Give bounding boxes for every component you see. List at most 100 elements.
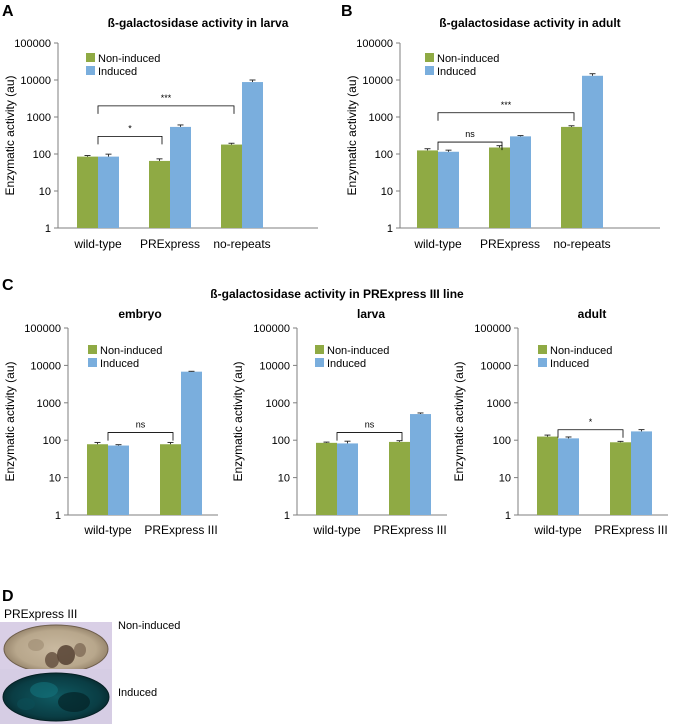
panel-d-title: PRExpress III — [4, 607, 77, 621]
category-label-b: wild-type — [413, 237, 462, 251]
y-tick-label-c3: 1000 — [487, 398, 511, 410]
category-label-a: no-repeats — [213, 237, 270, 251]
panel-label-c: C — [2, 277, 14, 294]
legend-swatch-induced — [88, 358, 97, 367]
legend-label-induced: Induced — [550, 358, 589, 370]
legend-swatch-induced — [86, 66, 95, 75]
legend-label-non-induced: Non-induced — [550, 345, 612, 357]
significance-label-b: *** — [501, 100, 512, 110]
y-tick-label-b: 100000 — [356, 38, 393, 50]
bar-c1-non-induced — [87, 444, 108, 515]
y-tick-label-c2: 1000 — [266, 398, 290, 410]
y-tick-label-a: 10 — [39, 186, 51, 198]
y-tick-label-a: 1000 — [27, 112, 51, 124]
y-axis-label-b: Enzymatic activity (au) — [345, 75, 359, 195]
bar-b-non-induced — [417, 150, 438, 228]
label-non-induced-image: Non-induced — [118, 620, 180, 632]
significance-label-c1: ns — [136, 420, 146, 430]
significance-bracket-a — [97, 135, 163, 145]
chart-title-c2: larva — [357, 307, 385, 321]
y-tick-label-c2: 10 — [278, 473, 290, 485]
significance-bracket-c3 — [557, 429, 624, 438]
y-tick-label-c1: 100 — [43, 435, 61, 447]
significance-bracket-b — [437, 141, 503, 151]
legend-swatch-non-induced — [538, 345, 547, 354]
y-axis-label-c1: Enzymatic activity (au) — [3, 361, 17, 481]
bar-a-non-induced — [149, 160, 170, 228]
legend-label-induced: Induced — [98, 66, 137, 78]
panel-label-b: B — [341, 3, 353, 20]
category-label-b: PRExpress — [480, 237, 540, 251]
bar-a-induced — [170, 126, 191, 228]
legend-swatch-induced — [425, 66, 434, 75]
y-tick-label-c3: 100 — [493, 435, 511, 447]
significance-label-c2: ns — [365, 420, 375, 430]
bar-c1-induced — [108, 445, 129, 515]
y-tick-label-c3: 100000 — [474, 323, 511, 335]
chart-panels: Aß-galactosidase activity in larva Enzyma… — [2, 3, 668, 537]
category-label-c3: PRExpress III — [594, 523, 667, 537]
panel-d: D PRExpress III Non-induced — [0, 588, 180, 724]
category-label-c1: wild-type — [83, 523, 132, 537]
legend-swatch-non-induced — [88, 345, 97, 354]
y-axis-label-a: Enzymatic activity (au) — [3, 75, 17, 195]
bar-b-non-induced — [489, 147, 510, 228]
y-tick-label-c1: 1 — [55, 510, 61, 522]
panel-c-title: ß-galactosidase activity in PRExpress II… — [210, 287, 464, 301]
bar-c2-non-induced — [316, 442, 337, 515]
bar-c1-induced — [181, 371, 202, 515]
significance-bracket-b — [437, 112, 575, 121]
y-tick-label-a: 100000 — [14, 38, 51, 50]
significance-label-a: *** — [161, 93, 172, 103]
y-tick-label-c3: 10000 — [480, 360, 511, 372]
legend-label-induced: Induced — [100, 358, 139, 370]
y-tick-label-c1: 10 — [49, 473, 61, 485]
bar-c2-induced — [410, 414, 431, 515]
significance-label-a: * — [128, 123, 132, 133]
y-tick-label-b: 10000 — [362, 75, 393, 87]
y-tick-label-c2: 100000 — [253, 323, 290, 335]
bar-c3-induced — [558, 438, 579, 515]
bar-b-non-induced — [561, 126, 582, 228]
y-tick-label-a: 100 — [33, 149, 51, 161]
category-label-a: wild-type — [73, 237, 122, 251]
y-tick-label-b: 1 — [387, 223, 393, 235]
y-tick-label-a: 10000 — [20, 75, 51, 87]
y-axis-label-c3: Enzymatic activity (au) — [452, 361, 466, 481]
legend-label-induced: Induced — [327, 358, 366, 370]
y-tick-label-c2: 10000 — [259, 360, 290, 372]
y-tick-label-c3: 10 — [499, 473, 511, 485]
category-label-b: no-repeats — [553, 237, 610, 251]
bar-c3-induced — [631, 431, 652, 515]
legend-label-non-induced: Non-induced — [98, 53, 160, 65]
y-tick-label-c1: 1000 — [37, 398, 61, 410]
y-tick-label-a: 1 — [45, 223, 51, 235]
y-tick-label-c2: 1 — [284, 510, 290, 522]
bar-b-induced — [510, 136, 531, 228]
category-label-a: PRExpress — [140, 237, 200, 251]
bar-b-induced — [438, 151, 459, 228]
significance-label-c3: * — [589, 417, 593, 427]
embryo-image-non-induced — [0, 622, 112, 677]
bar-a-induced — [98, 156, 119, 228]
legend-label-induced: Induced — [437, 66, 476, 78]
y-tick-label-b: 1000 — [369, 112, 393, 124]
y-tick-label-c1: 10000 — [30, 360, 61, 372]
y-tick-label-b: 10 — [381, 186, 393, 198]
bar-a-induced — [242, 82, 263, 228]
y-tick-label-c2: 100 — [272, 435, 290, 447]
bar-c2-induced — [337, 443, 358, 515]
chart-title-c1: embryo — [118, 307, 161, 321]
chart-title-a: ß-galactosidase activity in larva — [108, 16, 289, 30]
y-tick-label-c1: 100000 — [24, 323, 61, 335]
category-label-c2: wild-type — [312, 523, 361, 537]
category-label-c1: PRExpress III — [144, 523, 217, 537]
bar-c2-non-induced — [389, 441, 410, 515]
significance-bracket-c1 — [107, 432, 174, 441]
legend-label-non-induced: Non-induced — [327, 345, 389, 357]
category-label-c2: PRExpress III — [373, 523, 446, 537]
chart-title-b: ß-galactosidase activity in adult — [439, 16, 620, 30]
y-tick-label-b: 100 — [375, 149, 393, 161]
panel-label-d: D — [2, 588, 14, 605]
